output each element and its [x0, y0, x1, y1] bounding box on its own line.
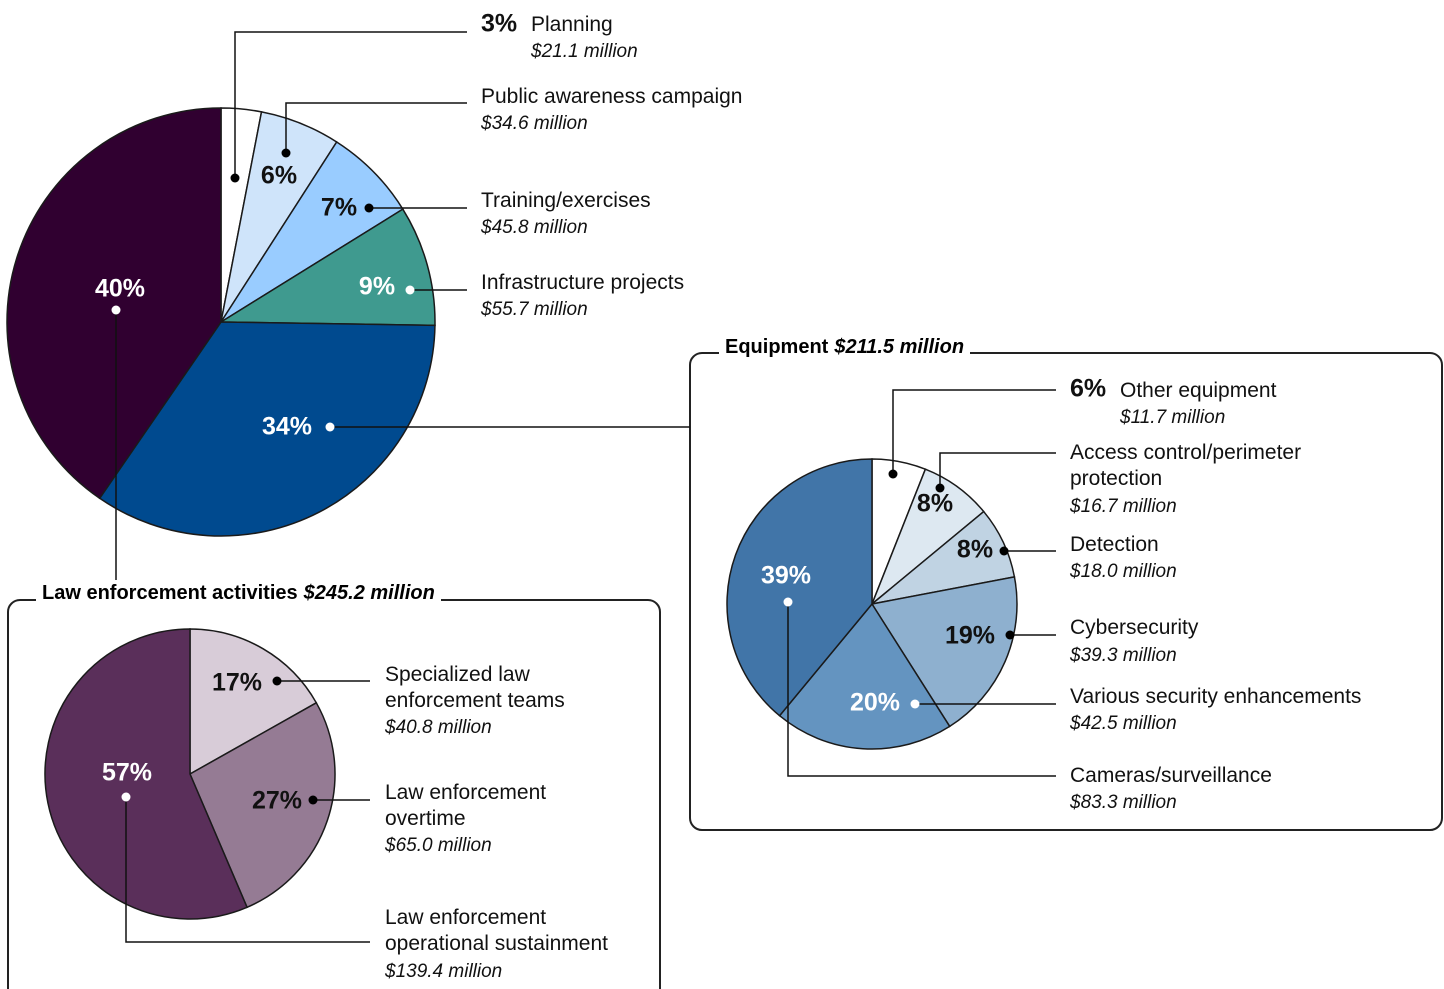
leader-dot — [405, 285, 415, 295]
leader-dot — [308, 795, 318, 805]
leader-dot — [1005, 630, 1015, 640]
leader-dot — [935, 483, 945, 493]
amount-label: $83.3 million — [1070, 792, 1177, 813]
percent-label: 6% — [261, 162, 297, 190]
leader-line — [939, 452, 1056, 488]
equipment-box — [689, 352, 1443, 831]
title: Equipment — [725, 336, 829, 358]
percent-label: 20% — [850, 689, 900, 717]
leader-dot — [111, 305, 121, 315]
percent-label: 40% — [95, 275, 145, 303]
percent-label: 6% — [1070, 375, 1106, 403]
pie-slice — [189, 628, 318, 776]
leader-line — [234, 31, 467, 178]
amount-label: $139.4 million — [385, 961, 503, 982]
amount-label: $45.8 million — [481, 217, 588, 238]
amount-label: $39.3 million — [1070, 645, 1177, 666]
percent-label: 3% — [481, 10, 517, 38]
leader-line — [125, 797, 370, 943]
pie-slice — [98, 321, 436, 537]
category-label: Specialized law enforcement teams — [385, 663, 565, 712]
category-label: Planning — [531, 13, 613, 36]
leader-dot — [325, 422, 335, 432]
percent-label: 17% — [212, 669, 262, 697]
leader-dot — [783, 597, 793, 607]
category-label: Detection — [1070, 533, 1159, 556]
leader-dot — [121, 792, 131, 802]
amount-label: $40.8 million — [385, 717, 492, 738]
category-label: Cameras/surveillance — [1070, 764, 1272, 787]
category-label: Public awareness campaign — [481, 85, 743, 108]
leader-dot — [999, 546, 1009, 556]
amount-label: $34.6 million — [481, 113, 588, 134]
category-label: Infrastructure projects — [481, 271, 685, 294]
pie-slice — [189, 701, 336, 909]
leader-dot — [910, 699, 920, 709]
category-label: Cybersecurity — [1070, 616, 1199, 639]
amount-label: $42.5 million — [1070, 713, 1177, 734]
subtitle: $211.5 million — [834, 336, 965, 358]
pie-slice — [870, 575, 1018, 728]
percent-label: 27% — [252, 787, 302, 815]
pie-slice — [778, 602, 951, 750]
amount-label: $11.7 million — [1120, 407, 1226, 428]
category-label: Various security enhancements — [1070, 685, 1362, 708]
amount-label: $16.7 million — [1070, 496, 1177, 517]
pie-slice — [6, 107, 222, 500]
pie-slice — [218, 208, 436, 327]
pie-slice — [44, 628, 249, 920]
law-title: Law enforcement activities $245.2 million — [36, 580, 441, 606]
equipment-title: Equipment $211.5 million — [719, 334, 971, 360]
percent-label: 9% — [359, 273, 395, 301]
percent-label: 57% — [102, 759, 152, 787]
leader-dot — [230, 173, 240, 183]
percent-label: 39% — [761, 562, 811, 590]
leader-dot — [272, 676, 282, 686]
category-label: Access control/perimeter protection — [1070, 441, 1302, 490]
category-label: Law enforcement overtime — [385, 781, 547, 830]
percent-label: 19% — [945, 622, 995, 650]
title: Law enforcement activities — [42, 582, 298, 604]
percent-label: 8% — [917, 490, 953, 518]
leader-line — [285, 102, 467, 153]
percent-label: 7% — [321, 194, 357, 222]
amount-label: $21.1 million — [531, 41, 638, 62]
amount-label: $65.0 million — [385, 835, 492, 856]
amount-label: $18.0 million — [1070, 561, 1177, 582]
leader-line — [787, 602, 1056, 777]
category-label: Law enforcement operational sustainment — [385, 906, 608, 955]
leader-dot — [281, 148, 291, 158]
leader-dot — [888, 469, 898, 479]
percent-label: 8% — [957, 536, 993, 564]
leader-dot — [364, 203, 374, 213]
leader-line — [892, 389, 1056, 474]
percent-label: 34% — [262, 413, 312, 441]
subtitle: $245.2 million — [303, 582, 435, 604]
pie-slice — [726, 458, 873, 717]
category-label: Training/exercises — [481, 189, 651, 212]
amount-label: $55.7 million — [481, 299, 588, 320]
category-label: Other equipment — [1120, 379, 1277, 402]
